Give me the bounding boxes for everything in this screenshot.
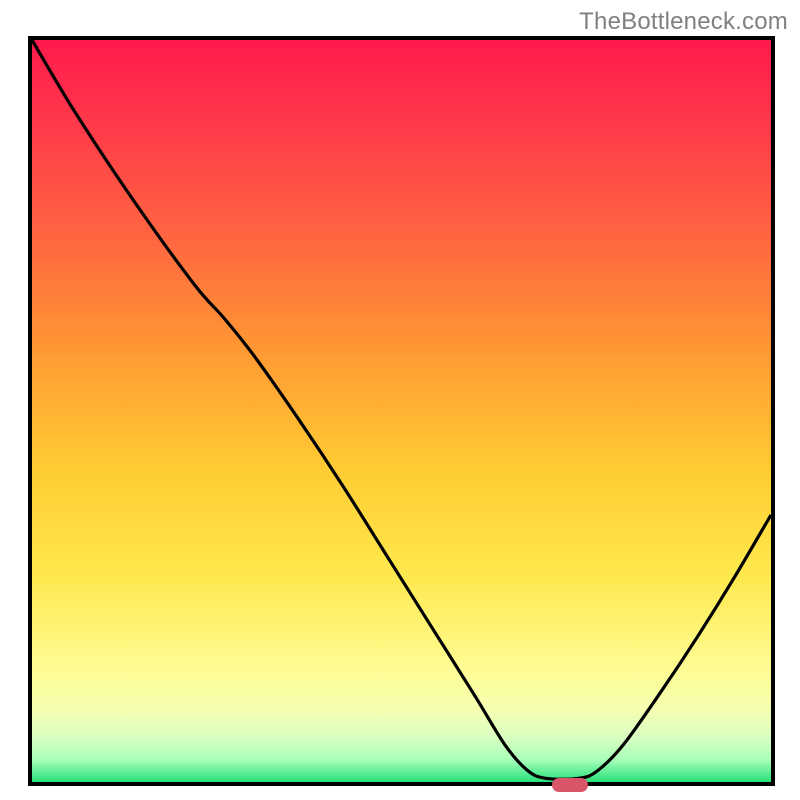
optimal-point-marker	[552, 778, 588, 792]
bottleneck-curve	[32, 40, 771, 782]
curve-path	[32, 40, 771, 779]
plot-frame	[28, 36, 775, 786]
watermark-text: TheBottleneck.com	[579, 8, 788, 36]
chart-canvas: TheBottleneck.com	[0, 0, 800, 800]
